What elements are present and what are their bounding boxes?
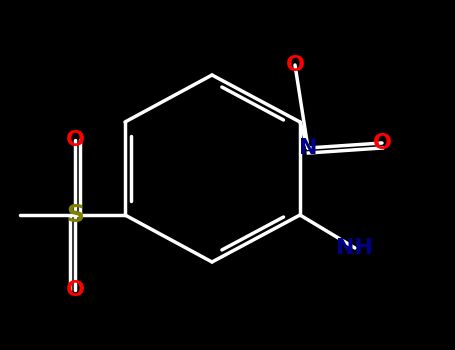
Text: O: O <box>373 133 391 153</box>
Text: O: O <box>66 280 85 300</box>
Text: O: O <box>66 130 85 150</box>
Text: O: O <box>285 55 304 75</box>
Text: N: N <box>299 138 317 158</box>
Text: S: S <box>66 203 84 227</box>
Text: NH: NH <box>337 238 374 258</box>
